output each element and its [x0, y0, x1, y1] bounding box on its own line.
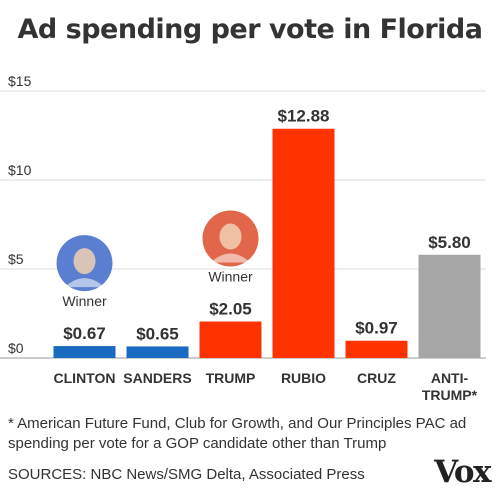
x-tick-label: RUBIO [281, 370, 326, 386]
avatar-shoulders [210, 253, 251, 263]
value-label: $2.05 [209, 300, 252, 319]
x-tick-label: CRUZ [357, 370, 396, 386]
sources-note: SOURCES: NBC News/SMG Delta, Associated … [8, 466, 365, 483]
vox-logo: Vox [434, 454, 491, 490]
chart-title: Ad spending per vote in Florida [17, 14, 483, 45]
value-label: $12.88 [278, 107, 330, 126]
value-label: $0.67 [63, 324, 106, 343]
x-tick-label: CLINTON [54, 370, 116, 386]
x-tick-label: SANDERS [123, 370, 191, 386]
footnote: * American Future Fund, Club for Growth,… [8, 415, 467, 452]
avatar-face [73, 248, 96, 275]
y-tick-label: $5 [8, 251, 24, 267]
x-tick-label: TRUMP* [422, 387, 478, 403]
value-label: $5.80 [428, 233, 471, 252]
y-tick-label: $15 [8, 73, 32, 89]
y-tick-label: $0 [8, 340, 24, 356]
value-label: $0.97 [355, 319, 398, 338]
value-label: $0.65 [136, 324, 179, 343]
bar-trump [199, 321, 262, 358]
bar-cruz [345, 340, 408, 358]
bar-clinton [53, 346, 116, 358]
x-tick-label: ANTI- [431, 370, 469, 386]
winner-label: Winner [208, 269, 253, 285]
bar-antitrump [418, 254, 481, 358]
bar-sanders [126, 346, 189, 358]
y-tick-label: $10 [8, 162, 32, 178]
avatar-shoulders [64, 278, 105, 288]
avatar-face [219, 223, 242, 250]
bar-rubio [272, 128, 335, 358]
winner-label: Winner [62, 293, 107, 309]
bar-chart: $0 $5 $10 $15 $0.67 CLINTON $0.65 SANDERS $2.05 T… [0, 73, 486, 403]
x-tick-label: TRUMP [206, 370, 256, 386]
